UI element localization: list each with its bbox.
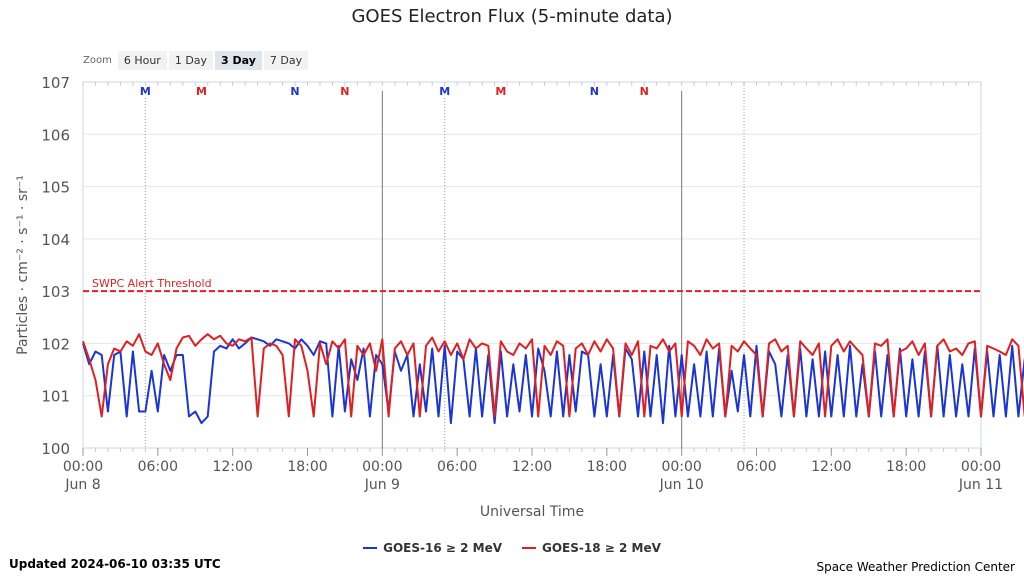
marker-label: N xyxy=(640,85,649,98)
y-tick-label: 102 xyxy=(41,335,70,353)
zoom-6-hour-button[interactable]: 6 Hour xyxy=(117,51,167,70)
marker-label: N xyxy=(290,85,299,98)
x-tick-time-label: 06:00 xyxy=(736,459,776,475)
zoom-label: Zoom xyxy=(83,55,112,66)
y-tick-label: 101 xyxy=(41,388,70,406)
x-tick-time-label: 12:00 xyxy=(811,459,851,475)
legend-swatch-goes18 xyxy=(522,547,536,549)
updated-timestamp: Updated 2024-06-10 03:35 UTC xyxy=(9,557,221,571)
y-axis-title: Particles · cm⁻² · s⁻¹ · sr⁻¹ xyxy=(15,175,31,355)
credit-text: Space Weather Prediction Center xyxy=(816,560,1015,574)
zoom-controls: Zoom 6 Hour 1 Day 3 Day 7 Day xyxy=(83,51,309,70)
x-tick-time-label: 18:00 xyxy=(886,459,926,475)
x-axis-title: Universal Time xyxy=(480,504,584,520)
chart-legend: GOES-16 ≥ 2 MeV GOES-18 ≥ 2 MeV xyxy=(0,541,1024,555)
y-tick-label: 107 xyxy=(41,74,70,92)
y-tick-label: 103 xyxy=(41,283,70,301)
y-tick-label: 100 xyxy=(41,440,70,458)
zoom-3-day-button[interactable]: 3 Day xyxy=(215,51,262,70)
y-tick-label: 106 xyxy=(41,126,70,144)
x-tick-time-label: 06:00 xyxy=(138,459,178,475)
chart-title: GOES Electron Flux (5-minute data) xyxy=(351,6,673,27)
x-tick-date-label: Jun 10 xyxy=(659,477,704,493)
x-tick-time-label: 00:00 xyxy=(63,459,103,475)
x-tick-time-label: 12:00 xyxy=(212,459,252,475)
marker-label: M xyxy=(196,85,207,98)
x-tick-time-label: 00:00 xyxy=(961,459,1001,475)
legend-item-goes18[interactable]: GOES-18 ≥ 2 MeV xyxy=(522,541,661,555)
legend-label-goes18: GOES-18 ≥ 2 MeV xyxy=(542,541,661,555)
marker-label: M xyxy=(495,85,506,98)
series-line-goes16 xyxy=(82,336,1024,425)
legend-label-goes16: GOES-16 ≥ 2 MeV xyxy=(383,541,502,555)
zoom-7-day-button[interactable]: 7 Day xyxy=(263,51,309,70)
y-tick-label: 104 xyxy=(41,231,70,249)
x-tick-time-label: 00:00 xyxy=(362,459,402,475)
x-tick-time-label: 00:00 xyxy=(661,459,701,475)
marker-label: M xyxy=(439,85,450,98)
x-tick-time-label: 06:00 xyxy=(437,459,477,475)
alert-threshold-label: SWPC Alert Threshold xyxy=(92,277,212,290)
x-tick-date-label: Jun 8 xyxy=(64,477,100,493)
x-tick-time-label: 18:00 xyxy=(287,459,327,475)
marker-label: N xyxy=(340,85,349,98)
x-tick-time-label: 18:00 xyxy=(587,459,627,475)
marker-label: M xyxy=(140,85,151,98)
x-tick-date-label: Jun 9 xyxy=(364,477,400,493)
x-tick-time-label: 12:00 xyxy=(512,459,552,475)
series-line-goes18 xyxy=(82,333,1024,418)
legend-item-goes16[interactable]: GOES-16 ≥ 2 MeV xyxy=(363,541,502,555)
y-tick-label: 105 xyxy=(41,179,70,197)
marker-label: N xyxy=(590,85,599,98)
legend-swatch-goes16 xyxy=(363,547,378,549)
x-tick-date-label: Jun 11 xyxy=(958,477,1003,493)
zoom-1-day-button[interactable]: 1 Day xyxy=(168,51,214,70)
